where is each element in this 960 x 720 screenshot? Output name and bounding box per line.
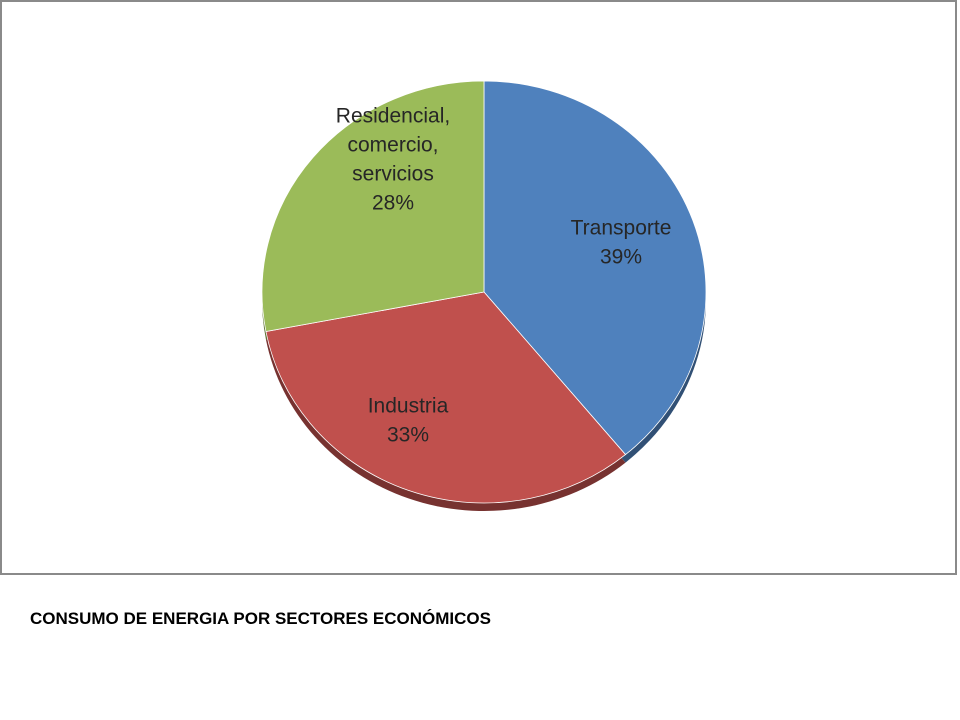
pie-slice-2 bbox=[265, 291, 627, 504]
pie-slice-label-2: Industria 33% bbox=[368, 395, 449, 447]
chart-frame: Transporte 39% Industria 33% Residencial, com… bbox=[0, 0, 957, 575]
pie-chart: Transporte 39% Industria 33% Residencial, com… bbox=[261, 80, 707, 511]
pie-slice-label-1: Transporte 39% bbox=[571, 217, 672, 269]
pie-slice-1 bbox=[483, 80, 707, 456]
pie-slice-3 bbox=[261, 80, 485, 333]
pie-slice-label-3: Residencial, comercio, servicios 28% bbox=[336, 105, 450, 215]
pie-slices bbox=[261, 80, 707, 504]
pie-labels: Transporte 39% Industria 33% Residencial, com… bbox=[336, 105, 672, 447]
chart-caption: CONSUMO DE ENERGIA POR SECTORES ECONÓMIC… bbox=[30, 609, 491, 628]
